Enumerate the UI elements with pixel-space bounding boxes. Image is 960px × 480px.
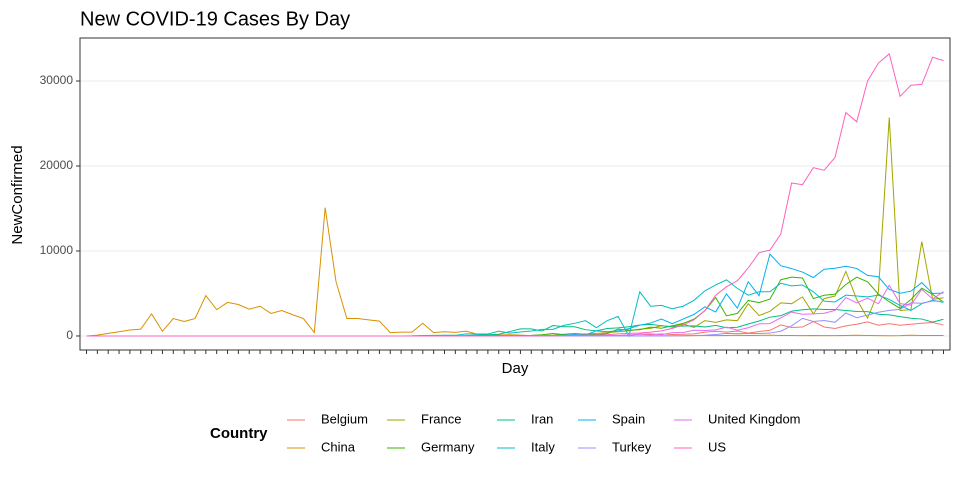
y-tick-label: 20000: [40, 158, 74, 172]
legend-label: Iran: [531, 411, 553, 426]
y-tick-label: 0: [66, 328, 73, 342]
series-line: [86, 52, 944, 337]
legend-label: Italy: [531, 439, 555, 454]
legend-label: Spain: [612, 411, 645, 426]
legend-label: US: [708, 439, 726, 454]
plot-border: [79, 37, 951, 351]
legend-label: Belgium: [321, 411, 368, 426]
y-axis-label: NewConfirmed: [9, 145, 26, 244]
chart-title: New COVID-19 Cases By Day: [80, 8, 350, 30]
series-line: [86, 207, 944, 337]
y-tick-label: 10000: [40, 243, 74, 257]
y-tick-label: 30000: [40, 73, 74, 87]
legend-label: China: [321, 439, 356, 454]
plot-panel: [80, 38, 950, 350]
legend-label: France: [421, 411, 461, 426]
legend-label: Turkey: [612, 439, 652, 454]
x-axis-label: Day: [502, 360, 529, 377]
legend-label: Germany: [421, 439, 475, 454]
legend-label: United Kingdom: [708, 411, 801, 426]
legend-title: Country: [210, 425, 268, 442]
